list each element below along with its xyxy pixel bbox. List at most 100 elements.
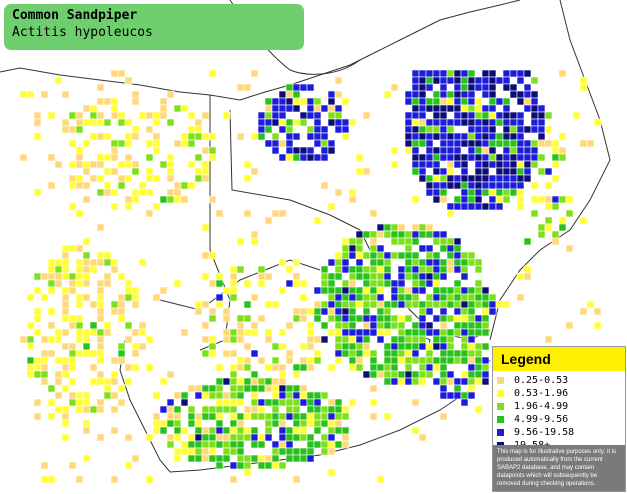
grid-cell [117,300,126,309]
grid-cell [502,300,511,309]
grid-cell [502,188,511,197]
legend-panel: Legend 0.25-0.53 0.53-1.96 1.96-4.99 4.9… [492,346,626,492]
grid-cell [418,272,427,281]
grid-cell [537,230,546,239]
grid-cell [474,370,483,379]
grid-cell [432,293,441,302]
grid-cell [173,195,182,204]
coastline-east [489,0,611,341]
grid-cell [152,132,161,141]
grid-cell [201,384,210,393]
grid-cell [75,244,84,253]
grid-cell [236,391,245,400]
grid-cell [432,237,441,246]
grid-cell [418,433,427,442]
grid-cell [467,300,476,309]
grid-cell [425,188,434,197]
grid-cell [215,300,224,309]
grid-cell [40,461,49,470]
grid-cell [523,160,532,169]
grid-cell [474,125,483,134]
grid-cell [236,426,245,435]
grid-cell [117,272,126,281]
grid-cell [250,398,259,407]
grid-cell [502,125,511,134]
grid-cell [432,251,441,260]
grid-cell [299,356,308,365]
grid-cell [509,146,518,155]
grid-cell [404,265,413,274]
grid-cell [362,251,371,260]
grid-cell [61,118,70,127]
grid-cell [411,223,420,232]
grid-cell [404,251,413,260]
grid-cell [313,349,322,358]
grid-cell [411,349,420,358]
grid-cell [446,118,455,127]
grid-cell [509,90,518,99]
grid-cell [418,342,427,351]
grid-cell [467,356,476,365]
grid-cell [404,370,413,379]
grid-cell [481,202,490,211]
grid-cell [271,405,280,414]
grid-cell [341,349,350,358]
grid-cell [33,370,42,379]
grid-cell [187,440,196,449]
grid-cell [82,265,91,274]
grid-cell [362,279,371,288]
grid-cell [236,440,245,449]
grid-cell [446,104,455,113]
grid-cell [236,419,245,428]
grid-cell [474,202,483,211]
grid-cell [180,447,189,456]
grid-cell [54,279,63,288]
grid-cell [103,272,112,281]
grid-cell [376,335,385,344]
grid-cell [194,125,203,134]
grid-cell [236,314,245,323]
grid-cell [117,356,126,365]
grid-cell [292,454,301,463]
grid-cell [418,377,427,386]
grid-cell [453,83,462,92]
grid-cell [243,468,252,477]
grid-cell [355,251,364,260]
grid-cell [257,454,266,463]
grid-cell [404,272,413,281]
grid-cell [327,468,336,477]
grid-cell [558,132,567,141]
grid-cell [306,328,315,337]
grid-cell [544,139,553,148]
grid-cell [222,433,231,442]
grid-cell [285,391,294,400]
grid-cell [243,461,252,470]
grid-cell [320,286,329,295]
grid-cell [103,391,112,400]
grid-cell [509,181,518,190]
grid-cell [243,454,252,463]
grid-cell [292,258,301,267]
grid-cell [348,279,357,288]
grid-cell [481,90,490,99]
grid-cell [243,384,252,393]
grid-cell [201,426,210,435]
grid-cell [467,335,476,344]
grid-cell [446,349,455,358]
grid-cell [327,279,336,288]
grid-cell [145,174,154,183]
grid-cell [460,314,469,323]
grid-cell [208,335,217,344]
grid-cell [89,377,98,386]
grid-cell [334,111,343,120]
grid-cell [467,76,476,85]
grid-cell [348,272,357,281]
grid-cell [460,181,469,190]
grid-cell [285,118,294,127]
grid-cell [460,265,469,274]
grid-cell [488,139,497,148]
grid-cell [439,237,448,246]
grid-cell [285,139,294,148]
grid-cell [467,202,476,211]
grid-cell [439,195,448,204]
